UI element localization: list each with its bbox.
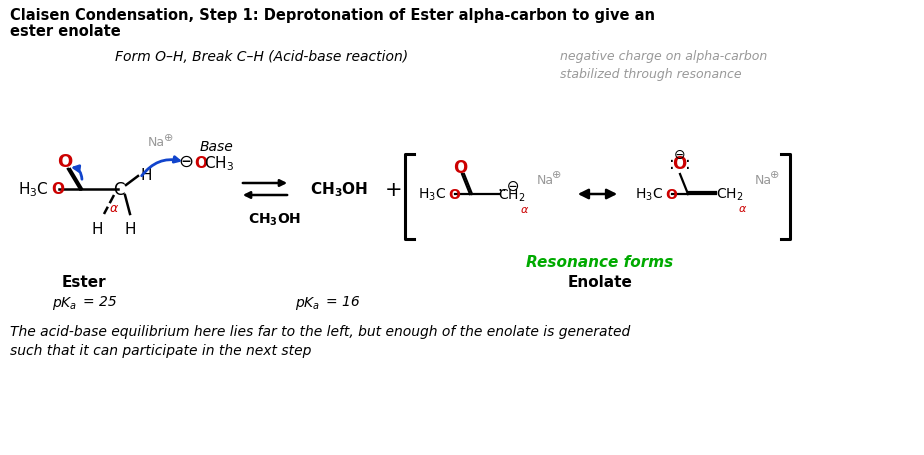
Text: negative charge on alpha-carbon
stabilized through resonance: negative charge on alpha-carbon stabiliz… <box>560 50 767 81</box>
Text: $\alpha$: $\alpha$ <box>738 203 748 213</box>
Text: Base: Base <box>200 140 234 154</box>
Text: $\mathregular{H_3C}$: $\mathregular{H_3C}$ <box>18 180 49 199</box>
Text: ..⊖: ..⊖ <box>497 178 519 193</box>
Text: $\mathregular{H_3C}$: $\mathregular{H_3C}$ <box>635 187 663 203</box>
Text: The acid-base equilibrium here lies far to the left, but enough of the enolate i: The acid-base equilibrium here lies far … <box>10 324 630 358</box>
Text: Ester: Ester <box>62 274 106 289</box>
Text: O: O <box>51 182 64 197</box>
Text: ⊕: ⊕ <box>164 133 174 143</box>
Text: Enolate: Enolate <box>567 274 632 289</box>
Text: $\mathregular{CH_3OH}$: $\mathregular{CH_3OH}$ <box>310 180 369 199</box>
Text: $\mathregular{CH_2}$: $\mathregular{CH_2}$ <box>498 187 526 204</box>
Text: C: C <box>114 181 125 198</box>
Text: :: : <box>669 155 675 172</box>
Text: ⊕: ⊕ <box>770 170 779 180</box>
Text: Na: Na <box>148 136 165 149</box>
Text: +: + <box>385 180 403 200</box>
Text: H: H <box>140 167 152 182</box>
Text: = 25: = 25 <box>83 294 116 308</box>
Text: ⊕: ⊕ <box>552 170 562 180</box>
Text: O: O <box>453 159 468 177</box>
Text: ⊖: ⊖ <box>675 148 686 162</box>
Text: $pK_a$: $pK_a$ <box>295 294 321 311</box>
Text: H: H <box>91 222 103 237</box>
Text: ⊖: ⊖ <box>178 153 193 171</box>
Text: O: O <box>665 187 677 202</box>
Text: :: : <box>685 155 691 172</box>
Text: Resonance forms: Resonance forms <box>527 254 674 269</box>
Text: $\mathregular{CH_2}$: $\mathregular{CH_2}$ <box>716 187 744 203</box>
Text: Na: Na <box>537 173 554 186</box>
Text: Form O–H, Break C–H (Acid-base reaction): Form O–H, Break C–H (Acid-base reaction) <box>115 50 408 64</box>
Text: $pK_a$: $pK_a$ <box>52 294 78 311</box>
Text: O: O <box>672 155 687 172</box>
Text: O: O <box>57 153 73 171</box>
Text: Claisen Condensation, Step 1: Deprotonation of Ester alpha-carbon to give an: Claisen Condensation, Step 1: Deprotonat… <box>10 8 655 23</box>
Text: Na: Na <box>755 173 772 186</box>
Text: $\mathregular{CH_3}$: $\mathregular{CH_3}$ <box>204 154 234 173</box>
Text: O: O <box>448 187 460 202</box>
Text: O: O <box>194 156 207 171</box>
Text: $\mathregular{H_3C}$: $\mathregular{H_3C}$ <box>418 187 446 203</box>
Text: H: H <box>124 222 136 237</box>
Text: ester enolate: ester enolate <box>10 24 121 39</box>
Text: $\alpha$: $\alpha$ <box>520 205 529 214</box>
Text: $\alpha$: $\alpha$ <box>109 202 119 214</box>
Text: = 16: = 16 <box>326 294 359 308</box>
Text: $\mathregular{CH_3OH}$: $\mathregular{CH_3OH}$ <box>248 212 301 228</box>
